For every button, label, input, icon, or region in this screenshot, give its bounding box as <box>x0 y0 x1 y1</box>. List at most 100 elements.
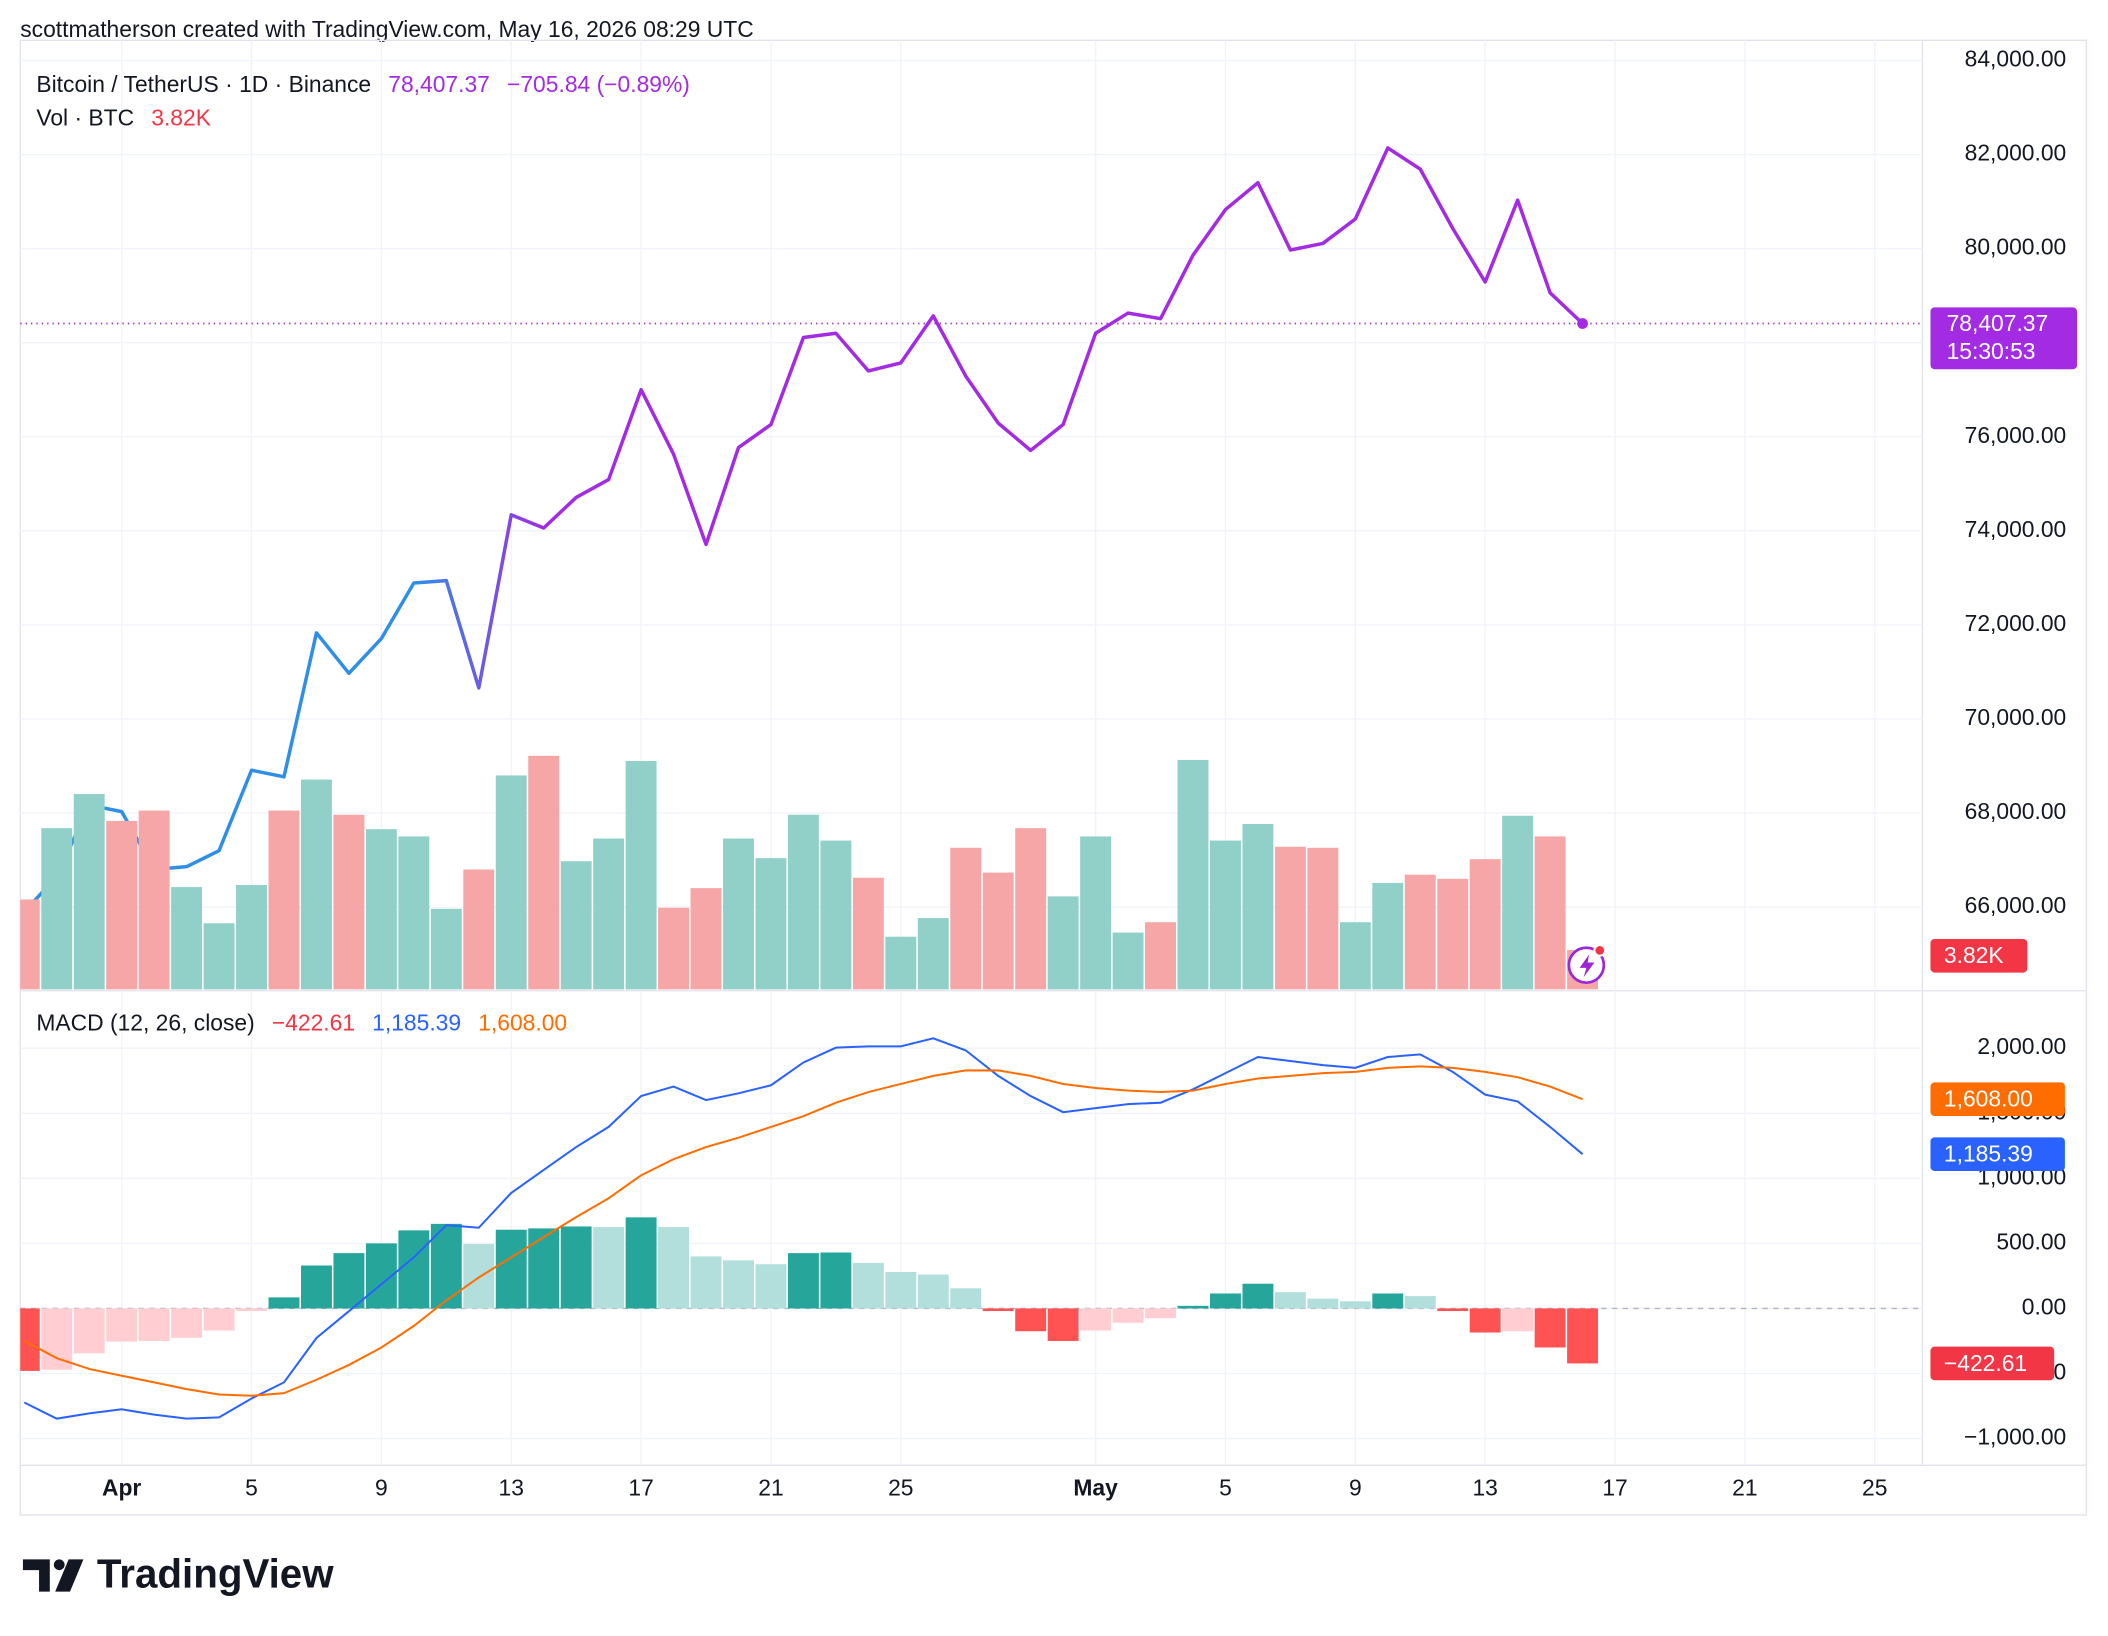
y-tick-label: 2,000.00 <box>1977 1033 2066 1059</box>
x-tick-label: 21 <box>1732 1475 1757 1501</box>
volume-bar <box>1177 759 1209 990</box>
volume-bar <box>1437 878 1469 990</box>
legend: Bitcoin / TetherUS · 1D · Binance 78,407… <box>36 71 690 1035</box>
histogram-bar <box>982 1308 1014 1312</box>
x-tick-label: 21 <box>758 1475 783 1501</box>
y-tick-label: 70,000.00 <box>1965 704 2067 730</box>
volume-bar <box>982 872 1014 990</box>
histogram-bar <box>20 1308 40 1371</box>
macd-title: MACD (12, 26, close) <box>36 1009 254 1035</box>
price-line <box>22 146 1584 913</box>
y-tick-label: 0.00 <box>2022 1293 2066 1319</box>
y-tick-label: 500.00 <box>1996 1228 2066 1254</box>
y-tick-label: 72,000.00 <box>1965 610 2067 636</box>
macd-line <box>23 1037 1584 1420</box>
macd-series-0-badge <box>1930 1137 2065 1171</box>
volume-bar <box>1469 859 1501 990</box>
histogram-badge-label: −422.61 <box>1944 1350 2027 1376</box>
alert-icon <box>1567 944 1607 985</box>
price-legend: Bitcoin / TetherUS · 1D · Binance 78,407… <box>36 71 690 97</box>
macd-value: 1,185.39 <box>372 1009 461 1035</box>
histogram-bar <box>625 1217 657 1309</box>
histogram-bar <box>1210 1293 1241 1309</box>
macd-series-1-badge-label: 1,608.00 <box>1944 1086 2033 1112</box>
volume-bar <box>171 887 203 990</box>
histogram-bar <box>1242 1283 1274 1309</box>
volume-bar <box>528 755 560 990</box>
volume-bar <box>1112 932 1144 990</box>
y-tick-label: −1,000.00 <box>1964 1424 2066 1450</box>
volume-bar <box>1372 882 1404 990</box>
histogram-bar <box>1567 1308 1599 1364</box>
histogram-bar <box>690 1256 722 1309</box>
volume-bar <box>560 861 592 990</box>
histogram-bar <box>723 1260 754 1309</box>
last-point <box>1577 318 1588 329</box>
volume-bar <box>658 907 690 990</box>
volume-title: Vol · BTC <box>36 105 134 131</box>
x-tick-label: 9 <box>1349 1475 1362 1501</box>
volume-bar <box>398 836 430 990</box>
histogram-bar <box>787 1253 819 1309</box>
volume-value: 3.82K <box>151 105 211 131</box>
histogram-bar <box>495 1229 527 1309</box>
y-tick-label: 76,000.00 <box>1965 422 2067 448</box>
y-tick-label: 66,000.00 <box>1965 892 2067 918</box>
volume-bar <box>885 936 917 990</box>
volume-bar <box>1339 922 1371 990</box>
volume-bar <box>203 923 235 990</box>
histogram-bar <box>1112 1308 1144 1323</box>
volume-bar <box>950 847 982 990</box>
volume-bar <box>1080 836 1112 990</box>
plot <box>20 146 1599 1420</box>
x-tick-label: 17 <box>628 1475 653 1501</box>
volume-bar <box>268 810 300 990</box>
histogram-bar <box>1177 1305 1209 1309</box>
volume-bar <box>1242 824 1274 990</box>
x-tick-label: 9 <box>375 1475 388 1501</box>
macd-series-0-badge-label: 1,185.39 <box>1944 1141 2033 1167</box>
symbol-title: Bitcoin / TetherUS · 1D · Binance <box>36 71 371 97</box>
histogram-bar <box>106 1308 138 1342</box>
signal-value: 1,608.00 <box>478 1009 567 1035</box>
frame <box>19 39 2088 1516</box>
histogram-bar <box>755 1264 787 1309</box>
price-badge <box>1930 307 2078 370</box>
x-tick-label: 25 <box>888 1475 913 1501</box>
histogram-bar <box>1080 1308 1112 1331</box>
histogram-bar <box>917 1274 949 1309</box>
histogram-bar <box>463 1244 495 1309</box>
histogram-bar <box>593 1227 625 1309</box>
histogram-bar <box>41 1308 73 1370</box>
volume-bar <box>690 888 722 990</box>
volume-bar <box>787 814 819 990</box>
volume-bar <box>1145 922 1176 990</box>
histogram-bar <box>1015 1308 1047 1332</box>
histogram-bar <box>333 1253 365 1309</box>
macd-line <box>23 1065 1583 1397</box>
histogram-bar <box>171 1308 203 1338</box>
histogram-bar <box>658 1227 690 1309</box>
volume-bar <box>593 838 625 990</box>
histogram-bar <box>852 1262 884 1309</box>
price-change: −705.84 (−0.89%) <box>507 71 690 97</box>
x-tick-label: 5 <box>1219 1475 1232 1501</box>
histogram-bar <box>1502 1308 1534 1332</box>
macd-series-1-badge <box>1930 1082 2065 1116</box>
volume-badge-label: 3.82K <box>1944 942 2004 968</box>
y-tick-label: 84,000.00 <box>1965 46 2067 72</box>
histogram-bar <box>1145 1308 1176 1319</box>
volume-bar <box>1502 815 1534 990</box>
histogram-value: −422.61 <box>272 1009 355 1035</box>
volume-badge <box>1930 938 2028 973</box>
volume-bar <box>625 760 657 990</box>
y-tick-label: 74,000.00 <box>1965 516 2067 542</box>
y-tick-label: 82,000.00 <box>1965 140 2067 166</box>
volume-bar <box>1047 896 1079 990</box>
histogram-bar <box>1307 1298 1339 1309</box>
volume-bar <box>1015 828 1047 990</box>
volume-bar <box>41 828 73 990</box>
grid <box>20 40 1923 1466</box>
